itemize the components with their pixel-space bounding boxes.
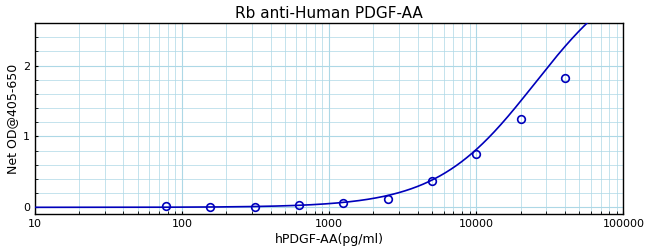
Title: Rb anti-Human PDGF-AA: Rb anti-Human PDGF-AA bbox=[235, 6, 423, 21]
X-axis label: hPDGF-AA(pg/ml): hPDGF-AA(pg/ml) bbox=[274, 233, 384, 246]
Y-axis label: Net OD@405-650: Net OD@405-650 bbox=[6, 64, 19, 174]
